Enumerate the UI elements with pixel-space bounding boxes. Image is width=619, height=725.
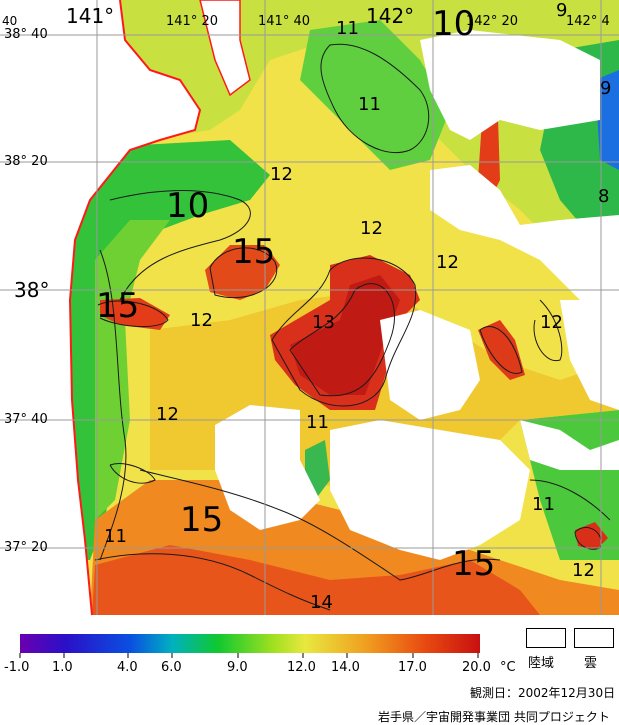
sst-zone-hot-south xyxy=(92,545,540,615)
contour-line xyxy=(320,43,430,154)
colorbar-tick-label: 12.0 xyxy=(287,660,316,675)
colorbar xyxy=(20,634,480,653)
lon-label: 141° 40 xyxy=(258,14,310,29)
colorbar-tick-label: 1.0 xyxy=(52,660,73,675)
colorbar-tick-label: 6.0 xyxy=(161,660,182,675)
contour-label: 9 xyxy=(556,0,568,21)
lat-label: 38° xyxy=(14,278,50,302)
contour-label: 12 xyxy=(156,404,179,425)
cloud-masks xyxy=(215,30,619,560)
lon-label: 141° 20 xyxy=(166,14,218,29)
contour-label: 13 xyxy=(312,312,335,333)
contour-line xyxy=(209,247,278,299)
contour-label: 11 xyxy=(104,526,127,547)
contour-label: 12 xyxy=(360,218,383,239)
land-legend-label: 陸域 xyxy=(528,656,555,671)
contour-line xyxy=(533,299,563,362)
contour-label: 11 xyxy=(358,94,381,115)
cloud-legend-swatch xyxy=(574,628,614,648)
colorbar-tick-label: 14.0 xyxy=(331,660,360,675)
credit-line: 岩手県／宇宙開発事業団 共同プロジェクト xyxy=(378,710,610,724)
contour-label: 11 xyxy=(336,18,359,39)
contour-label: 12 xyxy=(270,164,293,185)
contour-label: 14 xyxy=(310,592,333,613)
sst-zone-green-north xyxy=(300,20,450,170)
cloud-legend-label: 雲 xyxy=(584,656,598,671)
contour-line xyxy=(97,300,169,328)
contour-label: 9 xyxy=(600,78,612,99)
contour-line xyxy=(109,190,251,301)
contour-label: 15 xyxy=(452,544,496,584)
lon-label: 142° xyxy=(366,4,415,28)
cloud-se-edge xyxy=(520,420,619,470)
land-legend-swatch xyxy=(526,628,566,648)
contour-label: 15 xyxy=(96,286,140,326)
lon-label: 141° xyxy=(66,4,115,28)
lon-label: 142° 20 xyxy=(466,14,518,29)
contour-label: 10 xyxy=(432,4,476,44)
lon-label: 142° 4 xyxy=(566,14,610,29)
sst-hotspot-east xyxy=(478,320,525,380)
cloud-east-lower xyxy=(560,300,619,410)
cloud-east xyxy=(430,165,619,300)
colorbar-tick-label: 4.0 xyxy=(117,660,138,675)
contour-label: 11 xyxy=(306,412,329,433)
contour-label: 15 xyxy=(232,232,276,272)
cloud-south-left xyxy=(215,405,320,530)
lat-label: 38° 20 xyxy=(4,154,48,169)
land-area xyxy=(0,0,200,615)
observation-date: 観測日：2002年12月30日 xyxy=(470,686,616,700)
lat-label: 37° 40 xyxy=(4,412,48,427)
contour-lines xyxy=(94,43,611,611)
lat-label: 37° 20 xyxy=(4,540,48,555)
colorbar-ticks xyxy=(19,653,479,658)
lon-label: 40 xyxy=(2,14,18,28)
contour-label: 12 xyxy=(436,252,459,273)
contour-label: 8 xyxy=(598,186,610,207)
contour-line xyxy=(109,463,156,484)
land-north-strip xyxy=(199,0,251,97)
contour-label: 12 xyxy=(540,312,563,333)
cloud-ne xyxy=(420,30,600,140)
sst-hotspot-west xyxy=(100,298,170,330)
contour-label: 11 xyxy=(532,494,555,515)
sst-zone-green-west-inner xyxy=(95,220,170,520)
colorbar-tick-label: 9.0 xyxy=(227,660,248,675)
contour-line xyxy=(271,257,417,407)
contour-line xyxy=(289,283,395,397)
contour-label: 15 xyxy=(180,500,224,540)
colorbar-tick-label: -1.0 xyxy=(4,660,30,675)
contour-line xyxy=(99,249,127,561)
colorbar-unit: °C xyxy=(500,660,516,675)
cloud-south-mid xyxy=(330,420,530,560)
contour-line xyxy=(479,326,523,374)
contour-line xyxy=(94,553,331,611)
contour-label: 10 xyxy=(166,186,210,226)
contour-line xyxy=(529,479,611,521)
colorbar-tick-label: 17.0 xyxy=(398,660,427,675)
contour-label: 12 xyxy=(190,310,213,331)
contour-line xyxy=(139,469,501,581)
cloud-center xyxy=(380,310,480,420)
sst-hotspot-center-inner xyxy=(290,275,400,395)
colorbar-tick-label: 20.0 xyxy=(462,660,491,675)
graticule xyxy=(0,0,619,615)
lat-label: 38° 40 xyxy=(4,27,48,42)
sst-hotspot-se xyxy=(575,522,608,550)
sst-hotspot-nw xyxy=(205,245,280,300)
contour-label: 12 xyxy=(572,560,595,581)
